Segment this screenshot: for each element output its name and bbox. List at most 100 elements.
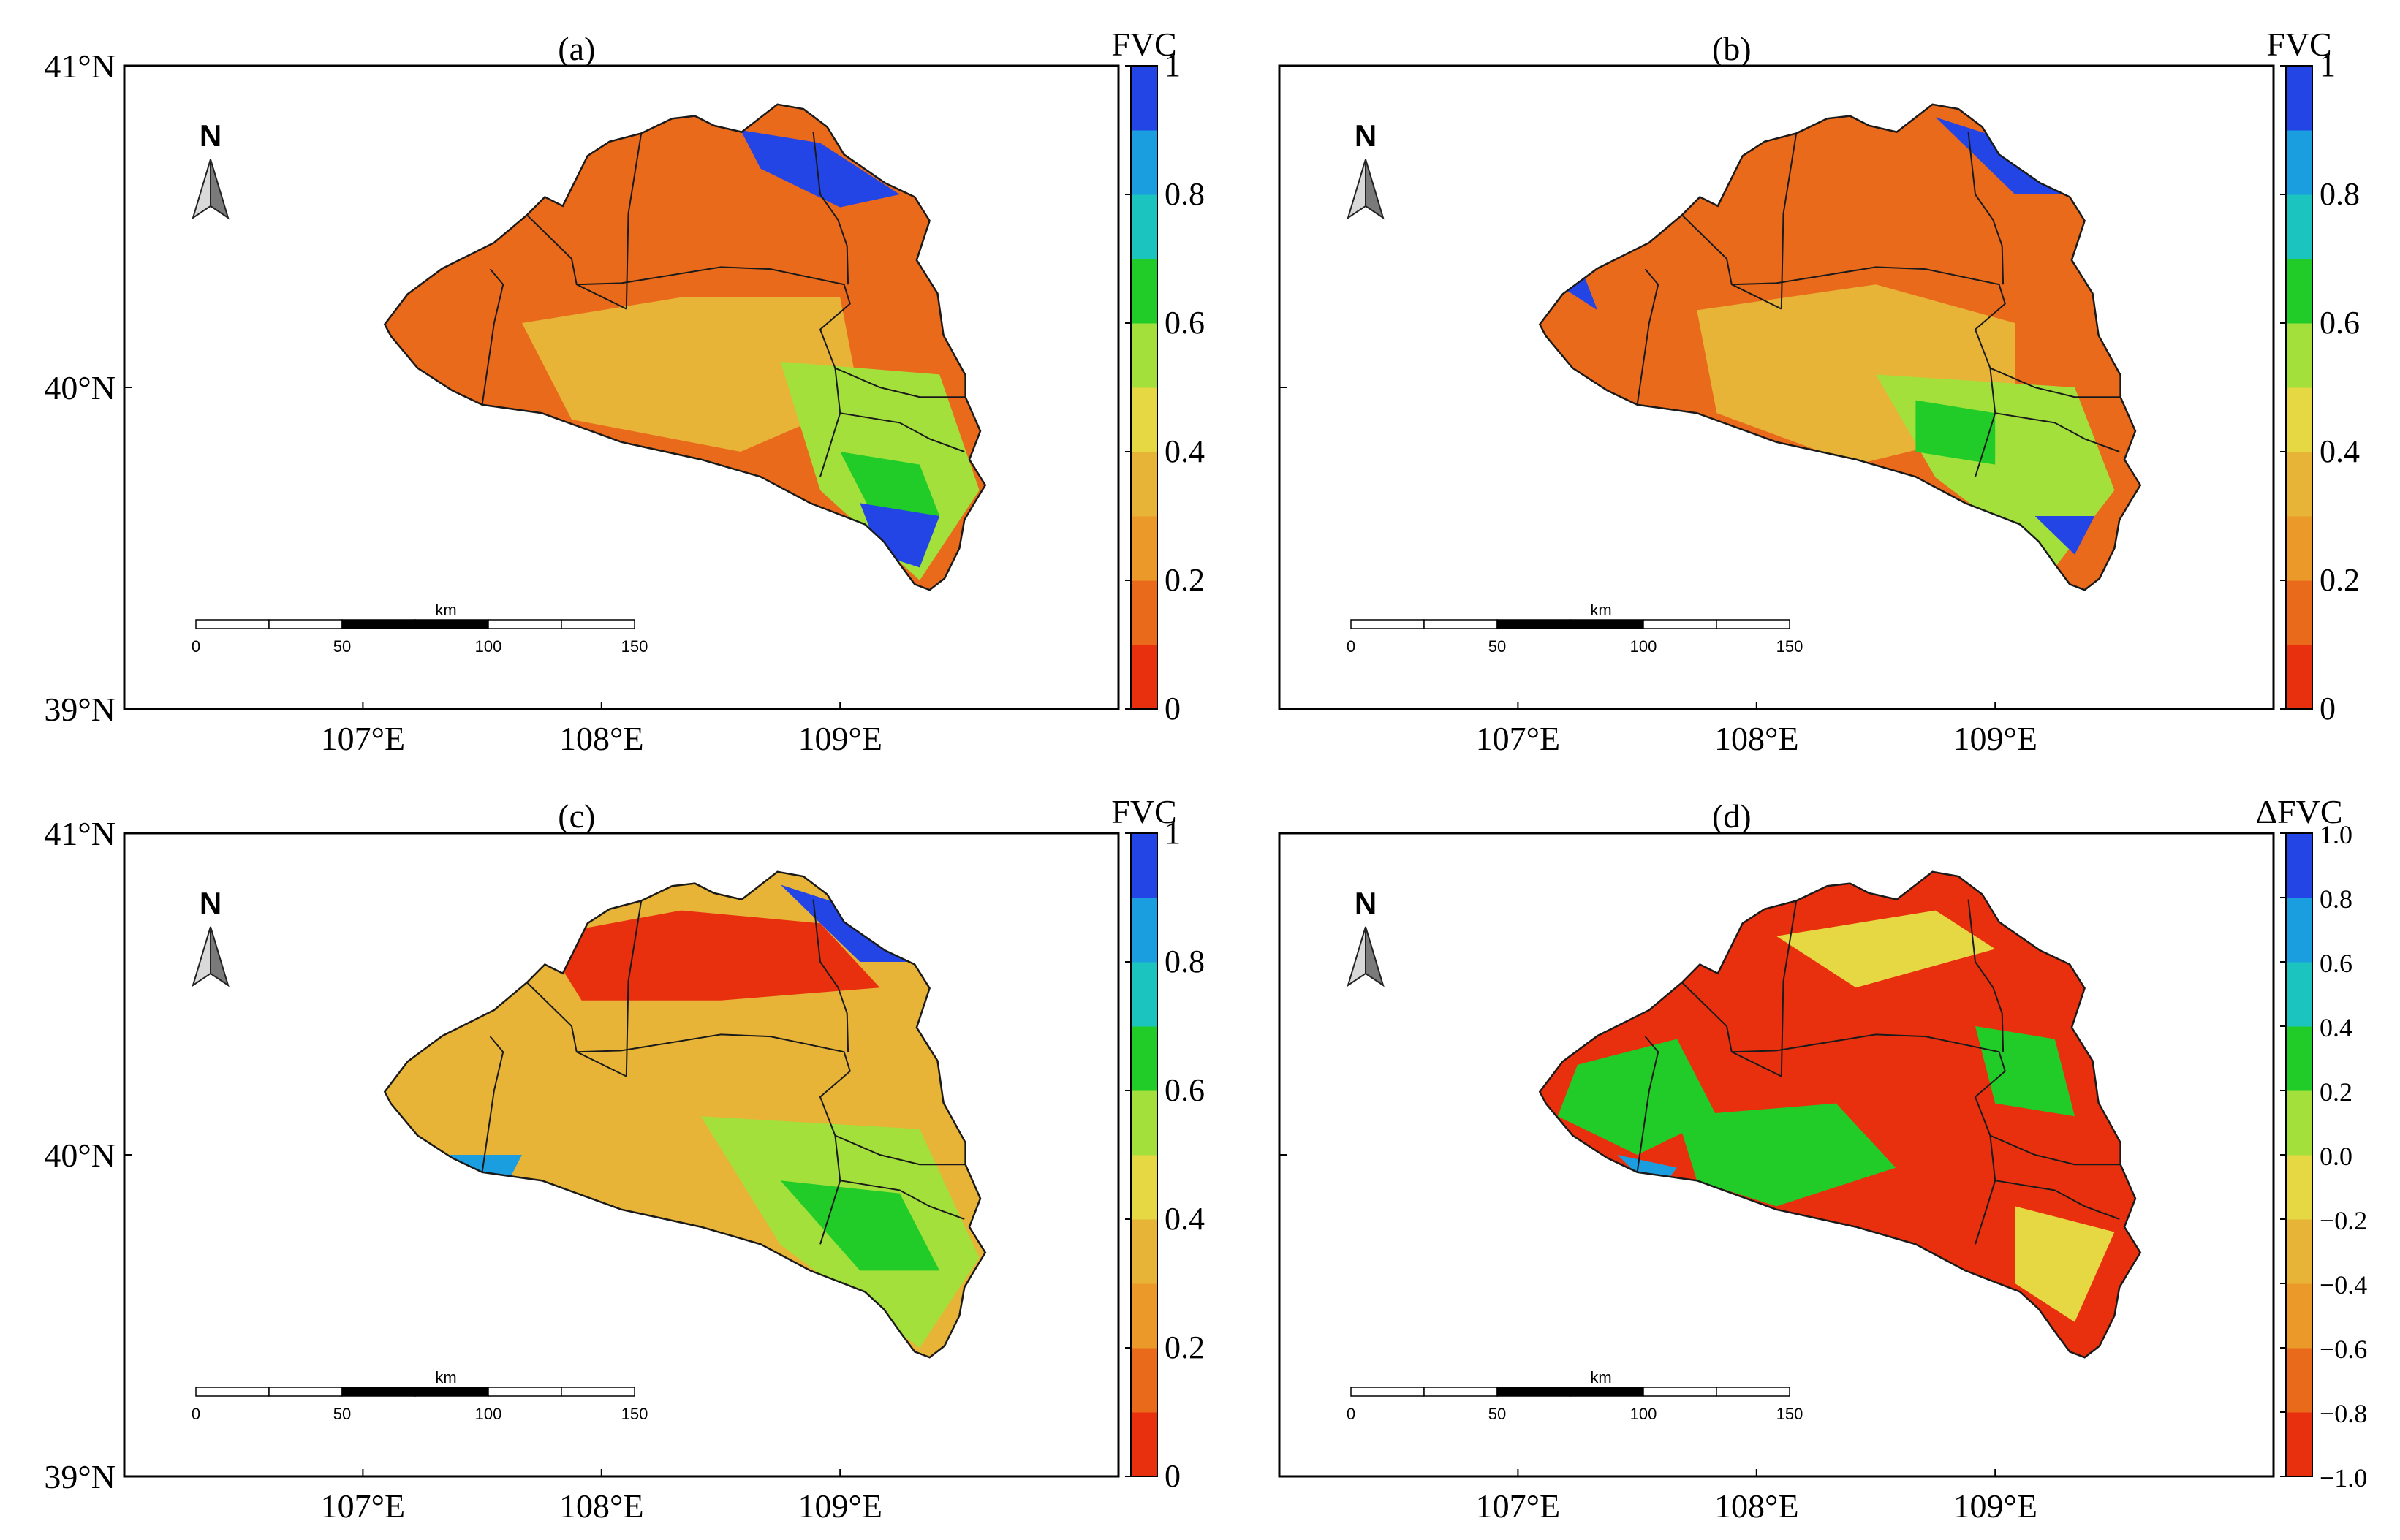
colorbar-segment: [2286, 898, 2312, 963]
scale-bar-segment: [561, 619, 635, 629]
county-boundary: [1780, 900, 1798, 1077]
colorbar-segment: [1131, 1283, 1157, 1349]
scale-bar-tick: 0: [1347, 1405, 1355, 1423]
colorbar-tick-label: 0.8: [2320, 176, 2360, 212]
county-boundary: [1990, 1134, 2121, 1166]
map-panel-c: (c) 41°N 40°N 39°N 107°E 108°E 109°E Nkm 0 50 100 1…: [44, 793, 1205, 1525]
colorbar-segment: [2286, 452, 2312, 517]
scale-bar-tick: 50: [1488, 1405, 1506, 1423]
colorbar-segment: [2286, 194, 2312, 259]
scale-bar-segment: [414, 1387, 489, 1397]
scale-bar-segment: [1643, 1387, 1717, 1397]
colorbar-segment: [2286, 1412, 2312, 1477]
colorbar-tick-label: 0.4: [2320, 433, 2360, 469]
region-outline: [1538, 103, 2142, 591]
colorbar-tick-label: 0.2: [1165, 1330, 1205, 1365]
scale-bar-tick: 100: [1630, 637, 1657, 656]
county-boundary: [1995, 1180, 2120, 1220]
north-label: N: [200, 886, 222, 920]
scale-bar-segment: [341, 1387, 416, 1397]
colorbar-tick-label: 0: [1165, 691, 1181, 727]
colorbar-tick-label: −0.2: [2320, 1206, 2367, 1235]
county-boundary: [1990, 367, 2121, 398]
lon-label: 107°E: [321, 1487, 406, 1525]
scale-bar-segment: [1570, 619, 1644, 629]
colorbar-segment: [1131, 1348, 1157, 1413]
lon-label: 109°E: [798, 720, 882, 757]
lon-label: 108°E: [559, 720, 644, 757]
colorbar-segment: [2286, 387, 2312, 452]
lon-label: 109°E: [1953, 720, 2037, 757]
map-panel-b: (b) 107°E 108°E 109°E Nkm 0 50 100 150 FVC 0 0.2 0.4…: [1278, 26, 2360, 757]
lat-label: 40°N: [44, 369, 116, 406]
colorbar-tick-label: 1: [2320, 48, 2336, 83]
county-boundary: [812, 132, 849, 285]
county-boundary: [1967, 132, 2005, 285]
county-boundary: [1731, 1033, 2006, 1181]
lon-label: 107°E: [321, 720, 406, 757]
north-arrow-icon-shade: [1365, 159, 1385, 220]
fvc-patch: [2034, 516, 2095, 555]
scale-bar-segment: [561, 1387, 635, 1397]
colorbar-tick-label: 0.2: [1165, 562, 1205, 598]
colorbar-segment: [1131, 1219, 1157, 1284]
colorbar-segment: [2286, 1155, 2312, 1220]
colorbar-segment: [1131, 387, 1157, 452]
region-outline: [1538, 870, 2142, 1359]
colorbar-segment: [2286, 1283, 2312, 1349]
colorbar-tick-label: 0.0: [2320, 1142, 2352, 1171]
county-boundary: [1975, 1180, 1996, 1245]
scale-bar-segment: [1716, 619, 1790, 629]
colorbar-title: FVC: [2266, 26, 2331, 63]
colorbar-segment: [2286, 1348, 2312, 1413]
colorbar-frame: [1130, 832, 1158, 1477]
lat-label: 39°N: [44, 691, 116, 728]
colorbar-frame: [2285, 65, 2313, 710]
lon-label: 109°E: [798, 1487, 882, 1525]
colorbar-segment: [1131, 452, 1157, 517]
lat-label: 41°N: [44, 815, 116, 852]
county-boundary: [819, 412, 841, 477]
colorbar-frame: [1130, 65, 1158, 710]
fvc-patch: [1557, 1039, 1717, 1155]
county-boundary: [1967, 899, 2005, 1052]
colorbar-segment: [1131, 645, 1157, 710]
fvc-patch: [1915, 400, 1996, 465]
scale-bar-unit: km: [1590, 1368, 1611, 1387]
colorbar-tick-label: 0.6: [1165, 305, 1205, 341]
lon-label: 107°E: [1476, 720, 1561, 757]
colorbar-tick-label: 0.4: [2320, 1013, 2352, 1042]
colorbar-tick-label: 0.4: [1165, 433, 1205, 469]
county-boundary: [481, 268, 504, 405]
scale-bar-segment: [268, 1387, 343, 1397]
colorbar-segment: [2286, 1219, 2312, 1284]
lat-label: 39°N: [44, 1458, 116, 1495]
scale-bar-segment: [268, 619, 343, 629]
county-boundary: [526, 982, 627, 1077]
region-outline: [383, 870, 987, 1359]
scale-bar-unit: km: [435, 1368, 456, 1387]
colorbar-tick-label: 0: [1165, 1458, 1181, 1494]
county-boundary: [840, 1180, 965, 1220]
scale-bar-tick: 150: [621, 1405, 648, 1423]
county-boundary: [526, 214, 627, 310]
map-panel-d: (d) 107°E 108°E 109°E Nkm 0 50 100 150 ΔFVC −1.0 −0…: [1278, 793, 2367, 1525]
panel-label: (a): [558, 30, 595, 67]
colorbar-tick-label: 0.8: [2320, 884, 2352, 914]
colorbar-tick-label: 0: [2320, 691, 2336, 727]
scale-bar-segment: [341, 619, 416, 629]
colorbar-segment: [1131, 1090, 1157, 1156]
fvc-patch: [741, 130, 900, 208]
fvc-patch: [542, 910, 880, 1001]
colorbar-segment: [1131, 130, 1157, 195]
colorbar-segment: [1131, 833, 1157, 898]
colorbar-segment: [1131, 580, 1157, 645]
scale-bar-tick: 150: [621, 637, 648, 656]
colorbar-segment: [2286, 1026, 2312, 1091]
county-boundary: [840, 412, 965, 452]
scale-bar-tick: 100: [1630, 1405, 1657, 1423]
fvc-patch: [1776, 910, 1996, 988]
lon-label: 109°E: [1953, 1487, 2037, 1525]
scale-bar-unit: km: [1590, 601, 1611, 619]
scale-bar-tick: 100: [475, 637, 502, 656]
